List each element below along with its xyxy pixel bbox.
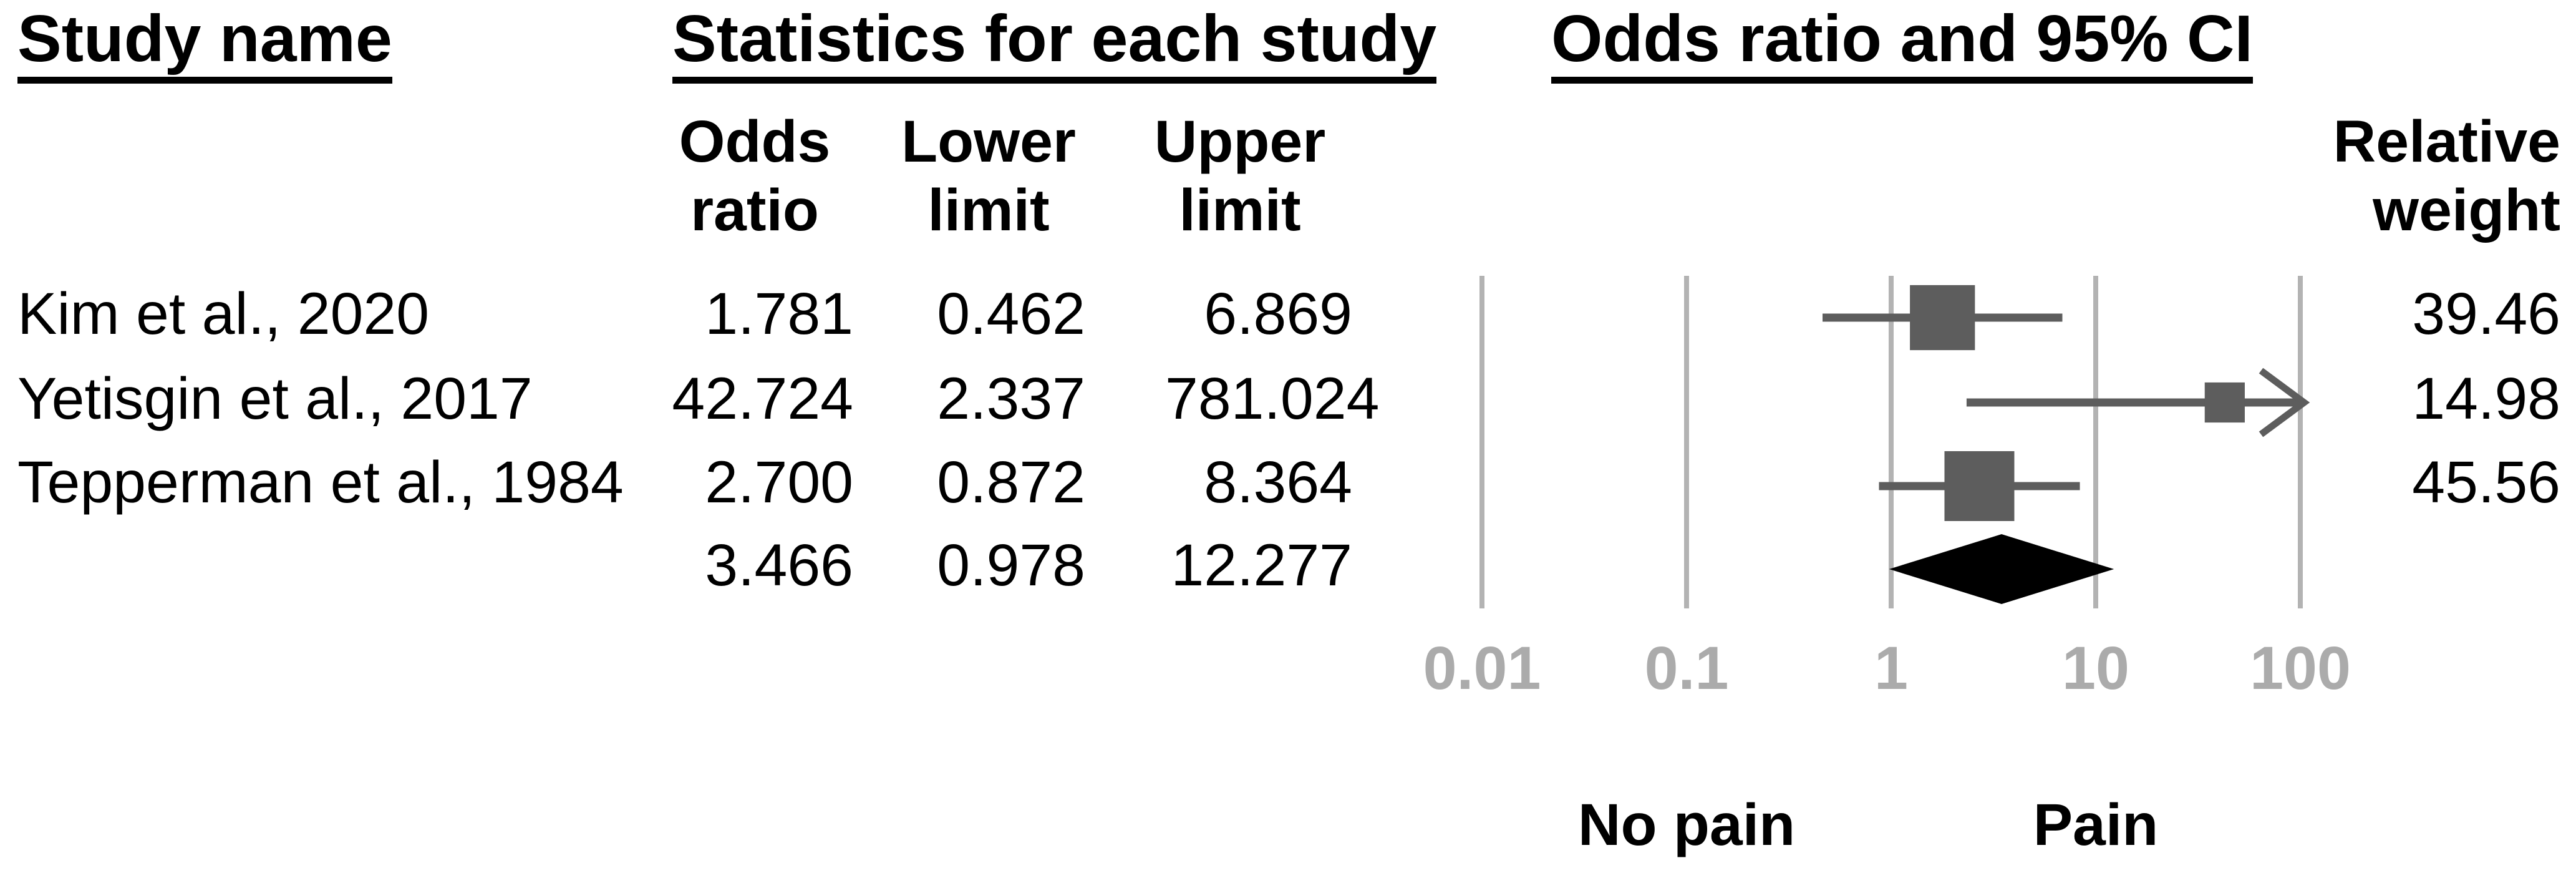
lower-limit-value: 2.337 <box>937 366 1085 432</box>
study-marker-square <box>1910 285 1975 351</box>
upper-limit-column-header: Upper limit <box>1154 109 1326 243</box>
relative-weight-column-header: Relative weight <box>2333 109 2560 243</box>
relative-weight-value: 39.46 <box>2412 281 2560 347</box>
lower-limit-column-header: Lower limit <box>901 109 1076 243</box>
study-name: Tepperman et al., 1984 <box>17 449 624 515</box>
axis-tick-label-0.01: 0.01 <box>1423 634 1541 702</box>
upper-limit-value: 6.869 <box>1204 281 1352 347</box>
axis-tick-label-10: 10 <box>2062 634 2129 702</box>
odds-ratio-value: 42.724 <box>672 366 853 432</box>
axis-tick-label-100: 100 <box>2250 634 2351 702</box>
upper-limit-value: 781.024 <box>1165 366 1380 432</box>
lower-limit-value: 0.462 <box>937 281 1085 347</box>
relative-weight-value: 14.98 <box>2412 366 2560 432</box>
summary-lower-limit-value: 0.978 <box>937 532 1085 598</box>
study-name-header: Study name <box>17 5 392 84</box>
lower-limit-value: 0.872 <box>937 449 1085 515</box>
study-marker-square <box>2204 382 2245 423</box>
odds-ratio-column-header: Odds ratio <box>679 109 831 243</box>
axis-label-pain: Pain <box>2033 792 2159 858</box>
study-marker-square <box>1944 451 2015 521</box>
ci-clipped-arrow-icon <box>2259 368 2310 437</box>
axis-label-no-pain: No pain <box>1577 792 1796 858</box>
upper-limit-value: 8.364 <box>1204 449 1352 515</box>
summary-odds-ratio-value: 3.466 <box>705 532 853 598</box>
odds-ratio-value: 2.700 <box>705 449 853 515</box>
plot-header-text: Odds ratio and 95% CI <box>1551 5 2254 84</box>
study-name-header-text: Study name <box>17 5 392 84</box>
study-name: Kim et al., 2020 <box>17 281 430 347</box>
axis-tick-label-1: 1 <box>1874 634 1908 702</box>
odds-ratio-value: 1.781 <box>705 281 853 347</box>
plot-header: Odds ratio and 95% CI <box>1551 5 2254 84</box>
summary-diamond <box>1889 534 2114 604</box>
study-name: Yetisgin et al., 2017 <box>17 366 533 432</box>
axis-tick-label-0.1: 0.1 <box>1644 634 1729 702</box>
relative-weight-value: 45.56 <box>2412 449 2560 515</box>
statistics-header: Statistics for each study <box>672 5 1437 84</box>
summary-upper-limit-value: 12.277 <box>1171 532 1352 598</box>
statistics-header-text: Statistics for each study <box>672 5 1437 84</box>
